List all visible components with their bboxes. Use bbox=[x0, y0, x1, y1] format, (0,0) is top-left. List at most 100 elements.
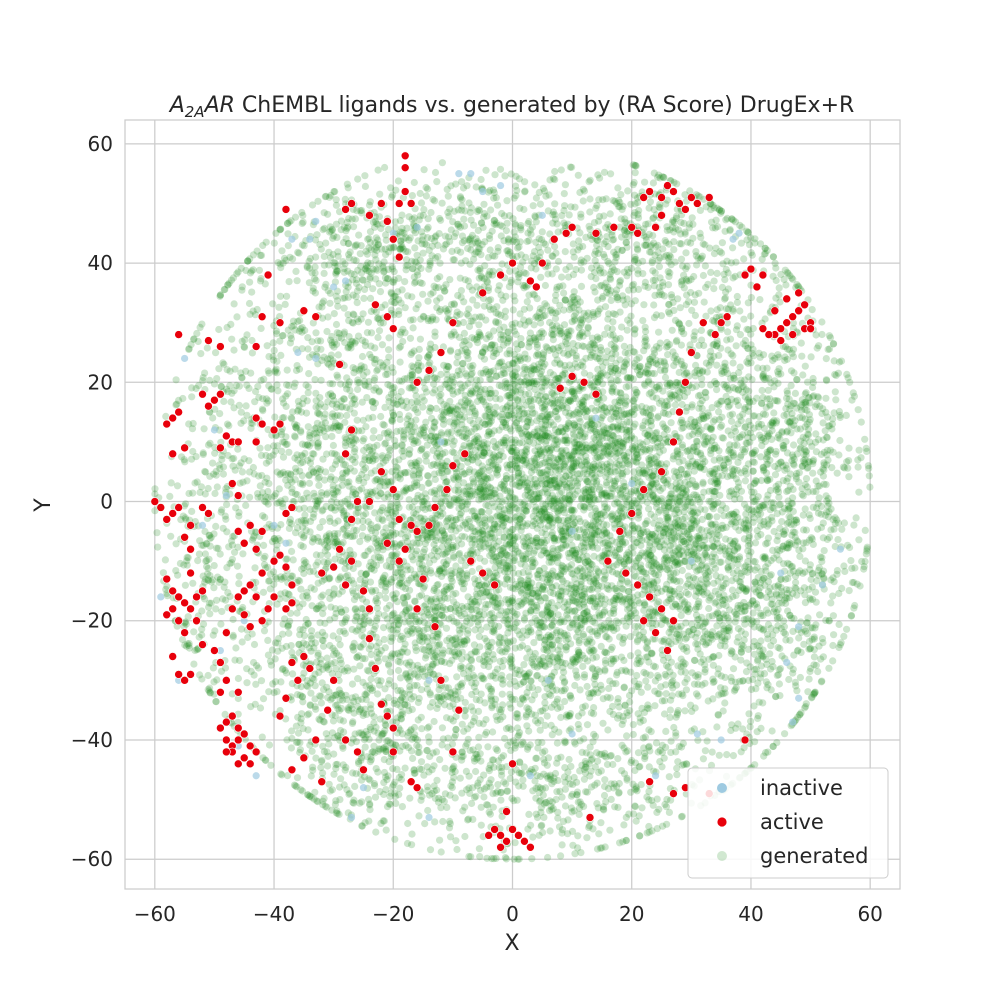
generated-point bbox=[662, 397, 671, 406]
generated-point bbox=[599, 695, 607, 703]
generated-point bbox=[703, 737, 711, 745]
generated-point bbox=[396, 358, 404, 366]
generated-point bbox=[629, 721, 637, 729]
generated-point bbox=[713, 386, 721, 394]
generated-point bbox=[499, 452, 507, 461]
generated-point bbox=[525, 291, 533, 299]
generated-point bbox=[545, 457, 553, 465]
generated-point bbox=[593, 354, 601, 362]
generated-point bbox=[361, 172, 369, 180]
generated-point bbox=[691, 328, 699, 336]
generated-point bbox=[631, 622, 639, 631]
generated-point bbox=[172, 376, 180, 384]
generated-point bbox=[453, 388, 461, 396]
generated-point bbox=[525, 727, 533, 735]
generated-point bbox=[608, 350, 616, 358]
generated-point bbox=[606, 826, 614, 834]
generated-point bbox=[341, 434, 349, 442]
generated-point bbox=[844, 541, 852, 549]
generated-point bbox=[603, 324, 612, 332]
generated-point bbox=[191, 479, 199, 487]
generated-point bbox=[532, 461, 540, 469]
generated-point bbox=[562, 541, 570, 549]
generated-point bbox=[699, 480, 707, 488]
generated-point bbox=[462, 425, 470, 433]
generated-point bbox=[482, 316, 490, 324]
generated-point bbox=[527, 370, 535, 378]
generated-point bbox=[861, 435, 869, 443]
generated-point bbox=[680, 284, 688, 292]
generated-point bbox=[832, 396, 840, 404]
generated-point bbox=[619, 367, 628, 375]
generated-point bbox=[328, 432, 336, 440]
generated-point bbox=[490, 855, 498, 863]
generated-point bbox=[547, 306, 556, 314]
generated-point bbox=[531, 649, 539, 658]
generated-point bbox=[614, 755, 622, 763]
generated-point bbox=[655, 434, 664, 442]
generated-point bbox=[531, 385, 539, 393]
generated-point bbox=[626, 374, 635, 382]
generated-point bbox=[671, 401, 680, 409]
generated-point bbox=[533, 343, 541, 351]
generated-point bbox=[429, 446, 437, 454]
generated-point bbox=[457, 287, 465, 295]
generated-point bbox=[331, 476, 339, 484]
generated-point bbox=[533, 295, 541, 303]
generated-point bbox=[426, 669, 434, 677]
generated-point bbox=[463, 399, 471, 407]
generated-point bbox=[402, 606, 410, 614]
generated-point bbox=[529, 512, 537, 520]
generated-point bbox=[460, 487, 468, 495]
generated-point bbox=[613, 376, 621, 384]
generated-point bbox=[406, 334, 415, 342]
generated-point bbox=[798, 352, 806, 360]
generated-point bbox=[512, 330, 520, 338]
generated-point bbox=[611, 310, 619, 319]
generated-point bbox=[527, 419, 535, 427]
generated-point bbox=[601, 547, 609, 555]
generated-point bbox=[751, 566, 759, 574]
generated-point bbox=[563, 436, 571, 444]
generated-point bbox=[557, 852, 565, 860]
generated-point bbox=[480, 355, 489, 363]
generated-point bbox=[580, 735, 588, 743]
generated-point bbox=[652, 311, 661, 319]
generated-point bbox=[431, 418, 439, 426]
generated-point bbox=[422, 418, 430, 426]
generated-point bbox=[641, 333, 649, 342]
generated-point bbox=[621, 349, 629, 357]
generated-point bbox=[569, 430, 578, 438]
generated-point bbox=[675, 458, 683, 466]
generated-point bbox=[521, 350, 529, 358]
generated-point bbox=[623, 774, 631, 782]
generated-point bbox=[623, 468, 631, 476]
generated-point bbox=[701, 747, 710, 755]
generated-point bbox=[343, 411, 351, 420]
generated-point bbox=[289, 556, 297, 564]
generated-point bbox=[492, 317, 500, 326]
generated-point bbox=[694, 736, 702, 744]
generated-point bbox=[549, 454, 558, 462]
generated-point bbox=[560, 289, 568, 297]
generated-point bbox=[416, 335, 424, 343]
generated-point bbox=[579, 396, 587, 404]
generated-point bbox=[406, 794, 414, 802]
generated-point bbox=[541, 281, 550, 290]
generated-point bbox=[551, 315, 560, 323]
generated-point bbox=[491, 465, 499, 473]
generated-point bbox=[621, 410, 629, 418]
generated-point bbox=[416, 617, 424, 625]
generated-point bbox=[442, 624, 451, 632]
generated-point bbox=[537, 707, 545, 715]
generated-point bbox=[554, 257, 563, 266]
generated-point bbox=[627, 652, 635, 660]
generated-point bbox=[498, 358, 506, 366]
generated-point bbox=[630, 286, 638, 294]
generated-point bbox=[548, 396, 557, 404]
generated-point bbox=[404, 819, 412, 828]
generated-point bbox=[631, 326, 639, 334]
generated-point bbox=[597, 819, 605, 827]
generated-point bbox=[520, 498, 529, 506]
generated-point bbox=[635, 599, 643, 607]
